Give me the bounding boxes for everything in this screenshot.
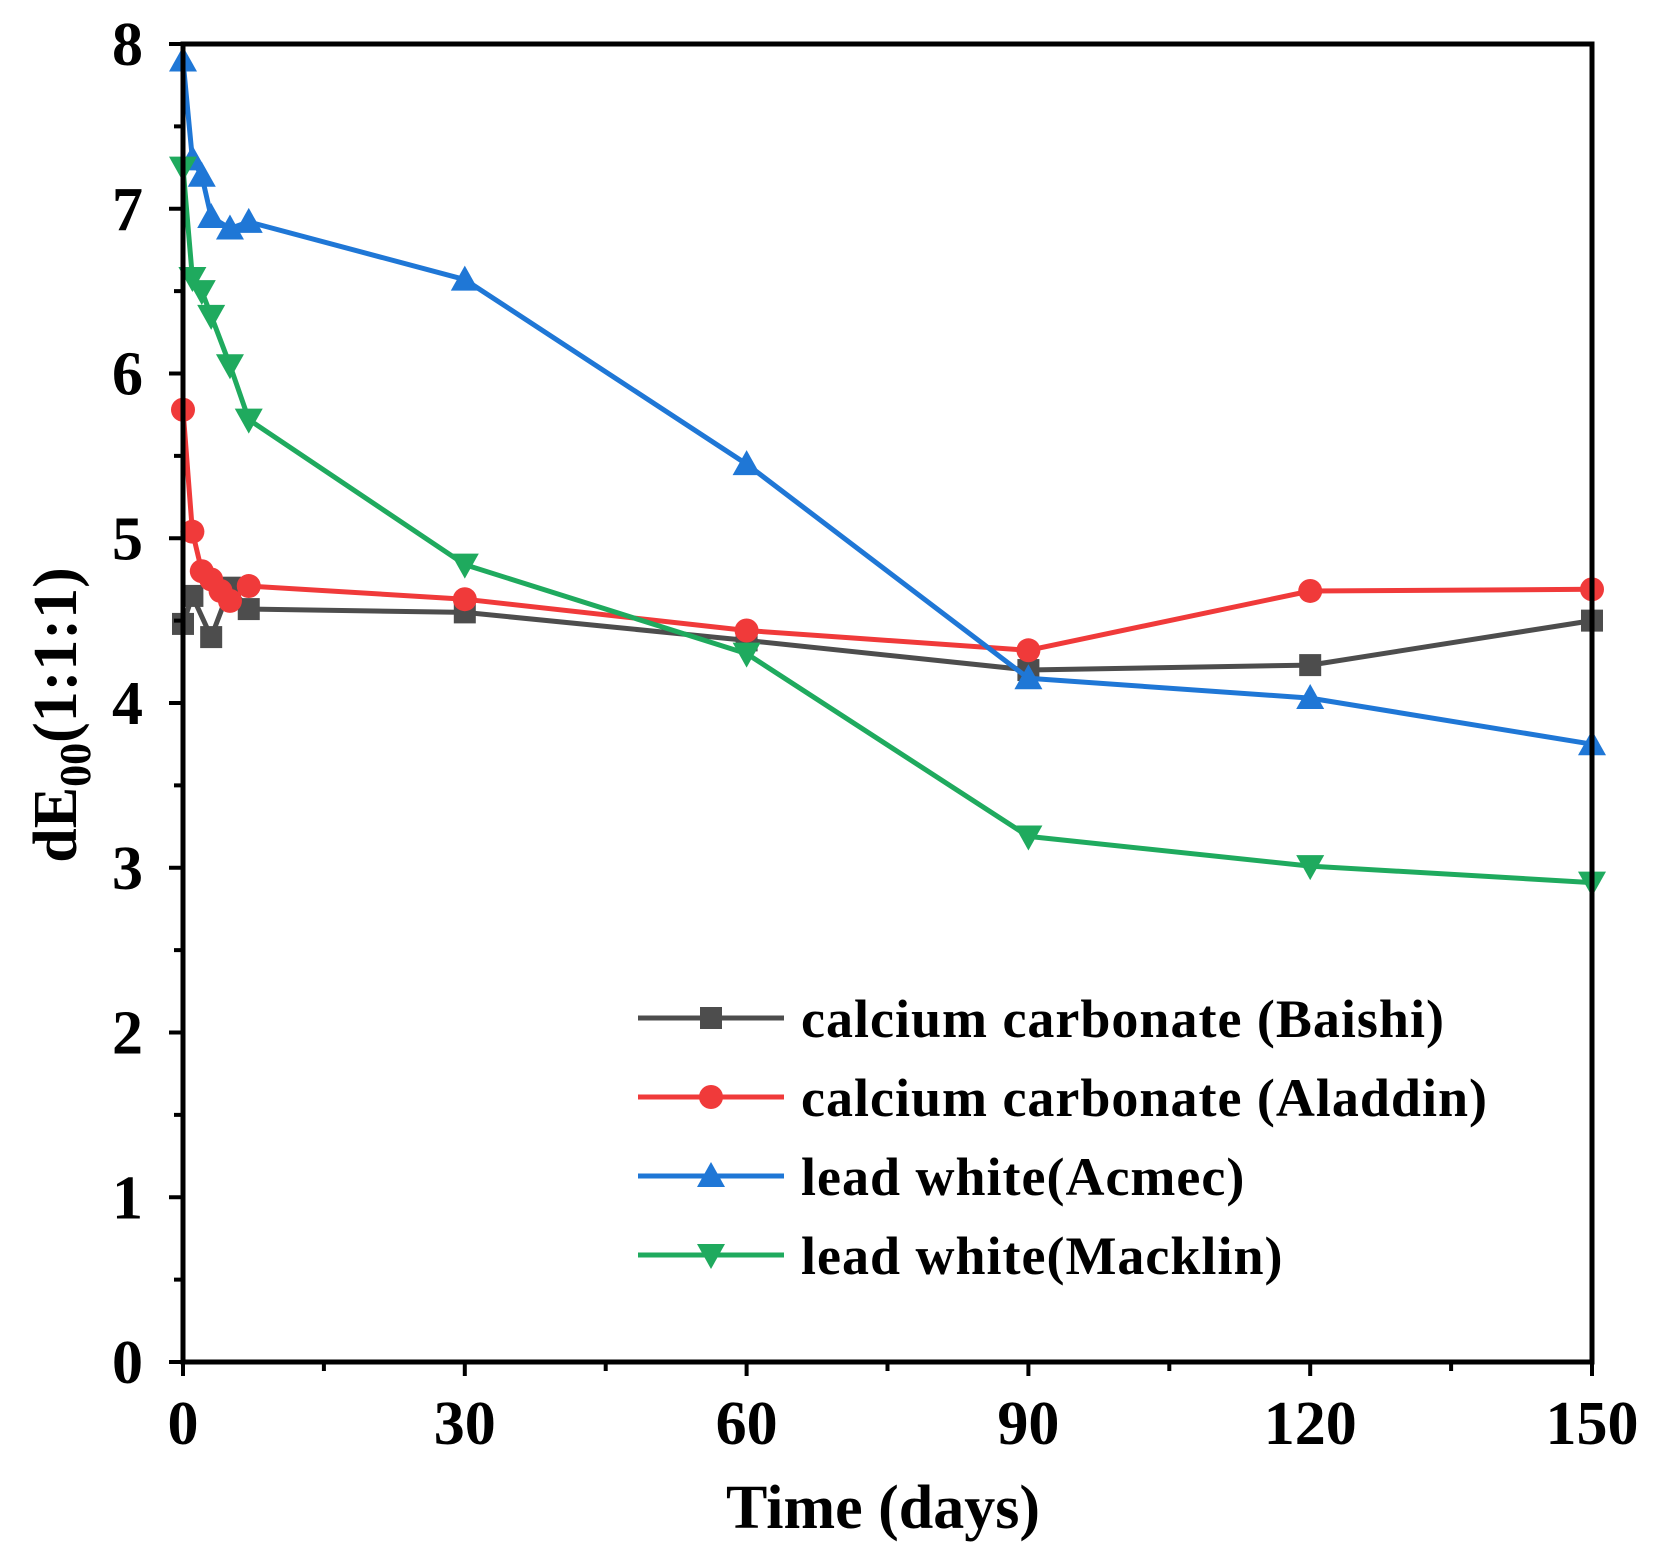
- legend-label: calcium carbonate (Baishi): [801, 989, 1445, 1049]
- data-point: [236, 574, 261, 599]
- y-tick-label: 5: [112, 505, 143, 573]
- data-point: [732, 642, 761, 668]
- data-point: [734, 618, 759, 643]
- data-point: [1016, 638, 1041, 663]
- legend-label: lead white(Acmec): [801, 1147, 1245, 1207]
- data-point: [215, 214, 244, 240]
- data-point: [234, 207, 263, 233]
- y-axis-title-base: dE: [22, 787, 90, 863]
- data-point: [187, 280, 216, 306]
- data-point: [452, 587, 477, 612]
- data-point: [450, 553, 479, 579]
- y-tick-label: 1: [112, 1164, 143, 1232]
- svg-text:dE00(1:1:1): dE00(1:1:1): [22, 567, 100, 862]
- y-tick-label: 2: [112, 1000, 143, 1068]
- data-point: [215, 354, 244, 380]
- legend-marker: [699, 1085, 723, 1109]
- series-line: [180, 585, 1593, 673]
- y-tick-label: 8: [112, 11, 143, 79]
- series-layer: [169, 46, 1606, 897]
- data-point: [217, 588, 242, 613]
- legend-entry: lead white(Acmec): [638, 1147, 1245, 1207]
- data-point: [1296, 855, 1325, 881]
- data-point: [1014, 825, 1043, 851]
- series-2: [171, 397, 1604, 663]
- data-point: [187, 161, 216, 187]
- y-tick-label: 0: [112, 1329, 143, 1397]
- series-line: [180, 409, 1593, 653]
- legend-label: calcium carbonate (Aladdin): [801, 1068, 1488, 1128]
- legend-entry: lead white(Macklin): [638, 1226, 1283, 1286]
- data-point: [234, 408, 263, 434]
- y-axis-title: dE00(1:1:1): [22, 567, 100, 862]
- x-tick-label: 120: [1264, 1390, 1357, 1458]
- x-tick-label: 0: [168, 1390, 199, 1458]
- y-axis-title-subscript: 00: [51, 743, 100, 787]
- data-point: [1014, 664, 1043, 690]
- legend-marker: [697, 1244, 725, 1269]
- x-tick-label: 150: [1546, 1390, 1639, 1458]
- legend-entry: calcium carbonate (Baishi): [638, 989, 1445, 1049]
- data-point: [450, 265, 479, 291]
- x-tick-label: 30: [434, 1390, 496, 1458]
- y-axis-title-suffix: (1:1:1): [22, 567, 90, 743]
- series-4: [169, 156, 1606, 897]
- y-tick-label: 3: [112, 835, 143, 903]
- data-point: [180, 519, 205, 544]
- legend-marker: [697, 1162, 725, 1187]
- x-tick-label: 90: [997, 1390, 1059, 1458]
- data-point: [237, 598, 260, 621]
- x-tick-label: 60: [716, 1390, 778, 1458]
- y-tick-label: 6: [112, 341, 143, 409]
- legend-entry: calcium carbonate (Aladdin): [638, 1068, 1488, 1128]
- data-point: [200, 626, 223, 649]
- series-3: [169, 46, 1606, 756]
- y-tick-label: 7: [112, 176, 143, 244]
- data-point: [1298, 578, 1323, 603]
- data-point: [197, 202, 226, 228]
- legend-label: lead white(Macklin): [801, 1226, 1283, 1286]
- data-point: [197, 304, 226, 330]
- data-point: [1296, 684, 1325, 710]
- x-axis-title: Time (days): [726, 1474, 1040, 1542]
- series-line: [180, 167, 1593, 886]
- data-point: [732, 450, 761, 476]
- tick-layer: 0 30 60 90 120 150 0 1 2 3 4 5 6 7 8: [112, 11, 1639, 1458]
- legend: calcium carbonate (Baishi) calcium carbon…: [638, 989, 1488, 1286]
- legend-marker: [700, 1007, 722, 1029]
- data-point: [181, 584, 204, 607]
- y-tick-label: 4: [112, 670, 143, 738]
- data-point: [1299, 654, 1322, 677]
